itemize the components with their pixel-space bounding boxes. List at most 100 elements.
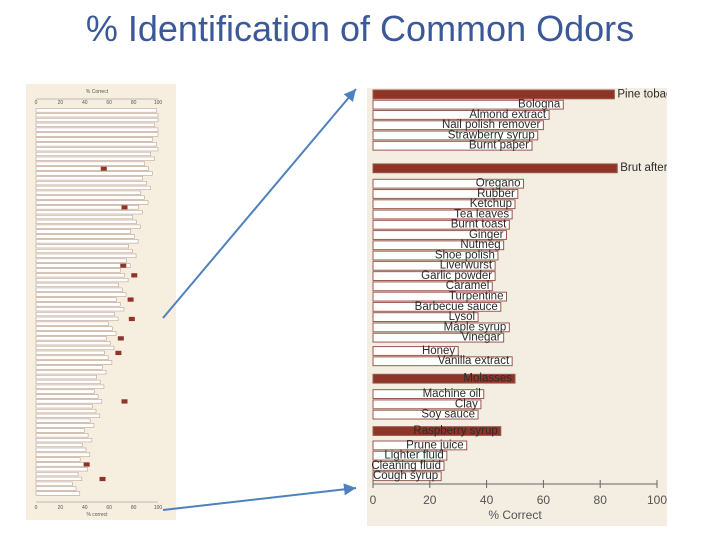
thumb-bar	[35, 142, 157, 147]
thumb-bar	[35, 486, 77, 491]
thumb-bar	[35, 302, 121, 307]
x-tick-label: 20	[423, 493, 437, 507]
bar-soy-sauce	[372, 409, 479, 420]
thumb-highlight-bar	[128, 316, 135, 322]
thumb-highlight-bar	[83, 462, 90, 467]
thumb-bar	[35, 278, 129, 283]
thumb-bar	[35, 181, 147, 186]
x-axis-label: % Correct	[488, 508, 542, 522]
thumb-bar	[35, 331, 117, 336]
bar-label: Soy sauce	[421, 409, 475, 421]
thumb-bar	[35, 239, 139, 244]
thumb-bar	[35, 350, 105, 355]
thumb-bar	[35, 481, 73, 486]
bar-ketchup	[372, 199, 516, 210]
bar-label: Ginger	[469, 229, 504, 241]
thumb-bar	[35, 341, 111, 346]
x-tick-label: 80	[594, 493, 608, 507]
thumb-highlight-bar	[120, 263, 127, 268]
thumb-bar	[35, 389, 95, 394]
bar-caramel	[372, 281, 493, 292]
left-chart-svg: % Correct 0 20 40 60 80 100 0 20 40 60 80 100 % corre…	[35, 89, 163, 518]
bottom-tick-label: 80	[131, 505, 137, 511]
thumb-bar	[35, 418, 91, 423]
bottom-tick-label: 40	[82, 505, 88, 511]
thumb-bar	[35, 365, 103, 370]
thumb-bar	[35, 311, 115, 317]
bar-turpentine	[372, 291, 507, 302]
bar-molasses	[372, 373, 516, 384]
thumb-bar	[35, 297, 117, 302]
bar-raspberry-syrup	[372, 426, 502, 436]
bar-burnt-toast	[372, 219, 510, 230]
zoom-arrow-bottom	[162, 483, 357, 511]
bar-label: Turpentine	[449, 291, 504, 303]
top-tick-label: 80	[131, 100, 137, 106]
top-tick-label: 100	[154, 100, 163, 106]
thumb-bar	[35, 108, 158, 113]
bar-liverwurst	[372, 260, 496, 271]
bar-bologna	[372, 99, 564, 110]
bar-label: Barbecue sauce	[415, 301, 498, 313]
thumb-bar	[35, 248, 133, 254]
thumb-bar	[35, 219, 137, 224]
thumb-bar	[35, 161, 145, 166]
bar-cough-syrup	[372, 471, 442, 482]
bottom-tick-label: 20	[58, 505, 64, 511]
thumb-highlight-bar	[117, 336, 124, 341]
thumb-bar	[35, 375, 97, 380]
thumb-bar	[35, 282, 119, 288]
bar-label: Bologna	[518, 99, 561, 111]
thumb-bar	[35, 292, 127, 297]
top-tick-label: 60	[106, 100, 112, 106]
bar-label: Shoe polish	[435, 249, 495, 261]
thumb-bar	[35, 171, 153, 176]
bar-oregano	[372, 178, 525, 189]
bar-label: Tea leaves	[454, 208, 509, 220]
thumb-highlight-bar	[121, 205, 128, 210]
thumb-bar	[35, 176, 143, 181]
bar-label: Prune juice	[406, 439, 464, 451]
thumb-bar	[35, 467, 88, 472]
bar-rubber	[372, 189, 519, 199]
thumb-bar	[35, 205, 139, 210]
thumb-bar	[35, 491, 81, 496]
bar-label: Clay	[455, 398, 478, 410]
thumb-bar	[35, 229, 131, 234]
x-tick-label: 100	[647, 493, 667, 507]
x-tick-label: 40	[480, 493, 494, 507]
bar-label: Nail polish remover	[442, 119, 541, 131]
bottom-axis-label: % correct	[86, 512, 108, 518]
bar-shoe-polish	[372, 250, 499, 261]
thumb-bar	[35, 457, 81, 462]
thumb-bar	[35, 370, 107, 375]
top-axis-label: % Correct	[86, 89, 109, 95]
bar-clay	[372, 399, 482, 410]
thumb-bar	[35, 428, 85, 433]
thumb-bar	[35, 127, 159, 132]
thumb-bar	[35, 253, 137, 258]
bottom-tick-label: 100	[154, 505, 163, 511]
bar-label: Ketchup	[470, 198, 512, 210]
bar-label: Molasses	[463, 373, 512, 385]
thumb-bar	[35, 408, 97, 414]
thumb-bar	[35, 117, 159, 123]
bar-label: Maple syrup	[444, 321, 507, 333]
thumb-bar	[35, 394, 99, 399]
left-chart-thumbnail: % Correct 0 20 40 60 80 100 0 20 40 60 80 100 % corre…	[26, 84, 176, 520]
thumb-highlight-bar	[131, 273, 138, 278]
bar-garlic-powder	[372, 271, 496, 281]
thumb-bar	[35, 321, 109, 326]
bar-tea-leaves	[372, 209, 513, 220]
thumb-bar	[35, 147, 159, 152]
thumb-bar	[35, 287, 123, 292]
top-tick-label: 0	[35, 100, 38, 106]
bar-maple-syrup	[372, 322, 510, 333]
thumb-bar	[35, 151, 151, 157]
bar-label: Honey	[422, 345, 455, 357]
thumb-bar	[35, 413, 101, 418]
thumb-bar	[35, 224, 141, 229]
bar-label: Lighter fluid	[384, 450, 443, 462]
bar-label: Vinegar	[461, 332, 501, 344]
